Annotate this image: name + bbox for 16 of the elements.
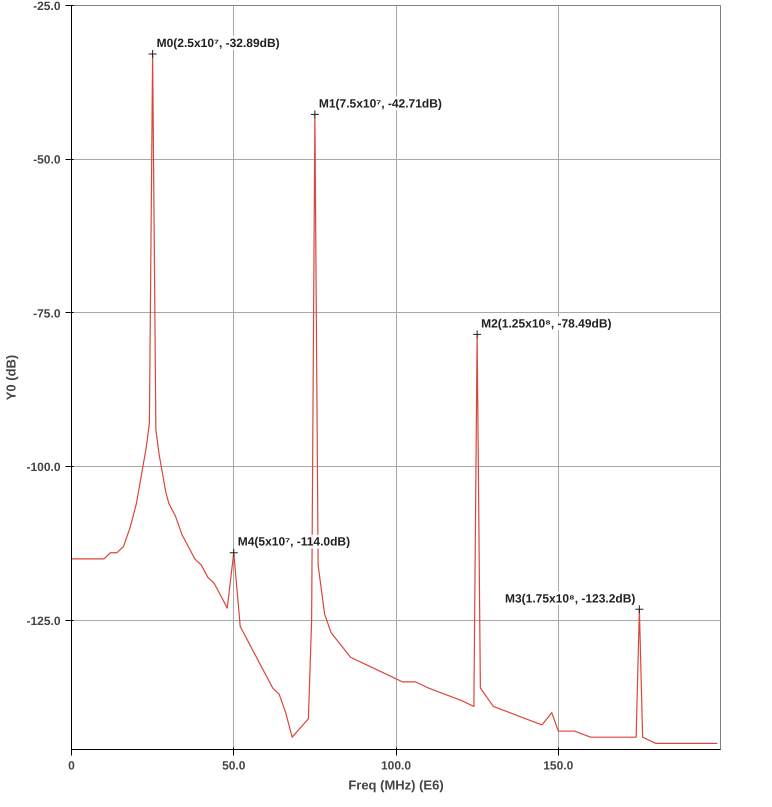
annotation: M2(1.25x10⁸, -78.49dB)	[481, 316, 612, 330]
x-axis-title: Freq (MHz) (E6)	[348, 778, 444, 792]
x-tick-label: 50.0	[222, 758, 246, 772]
x-tick-label: 100.0	[380, 758, 412, 772]
annotation: M4(5x10⁷, -114.0dB)	[238, 534, 350, 549]
x-tick-label: 0	[68, 758, 76, 772]
annotation: M0(2.5x10⁷, -32.89dB)	[156, 36, 280, 50]
x-tick-label: 150.0	[543, 758, 574, 772]
annotation: M1(7.5x10⁷, -42.71dB)	[318, 96, 442, 110]
y-tick-label: -100.0	[26, 460, 61, 474]
y-tick-label: -25.0	[33, 0, 61, 13]
y-tick-label: -125.0	[26, 614, 61, 628]
annotation: M3(1.75x10⁸, -123.2dB)	[504, 591, 636, 606]
y-tick-label: -50.0	[33, 152, 61, 167]
y-axis-title: Y0 (dB)	[3, 354, 18, 400]
y-tick-label: -75.0	[33, 306, 61, 320]
